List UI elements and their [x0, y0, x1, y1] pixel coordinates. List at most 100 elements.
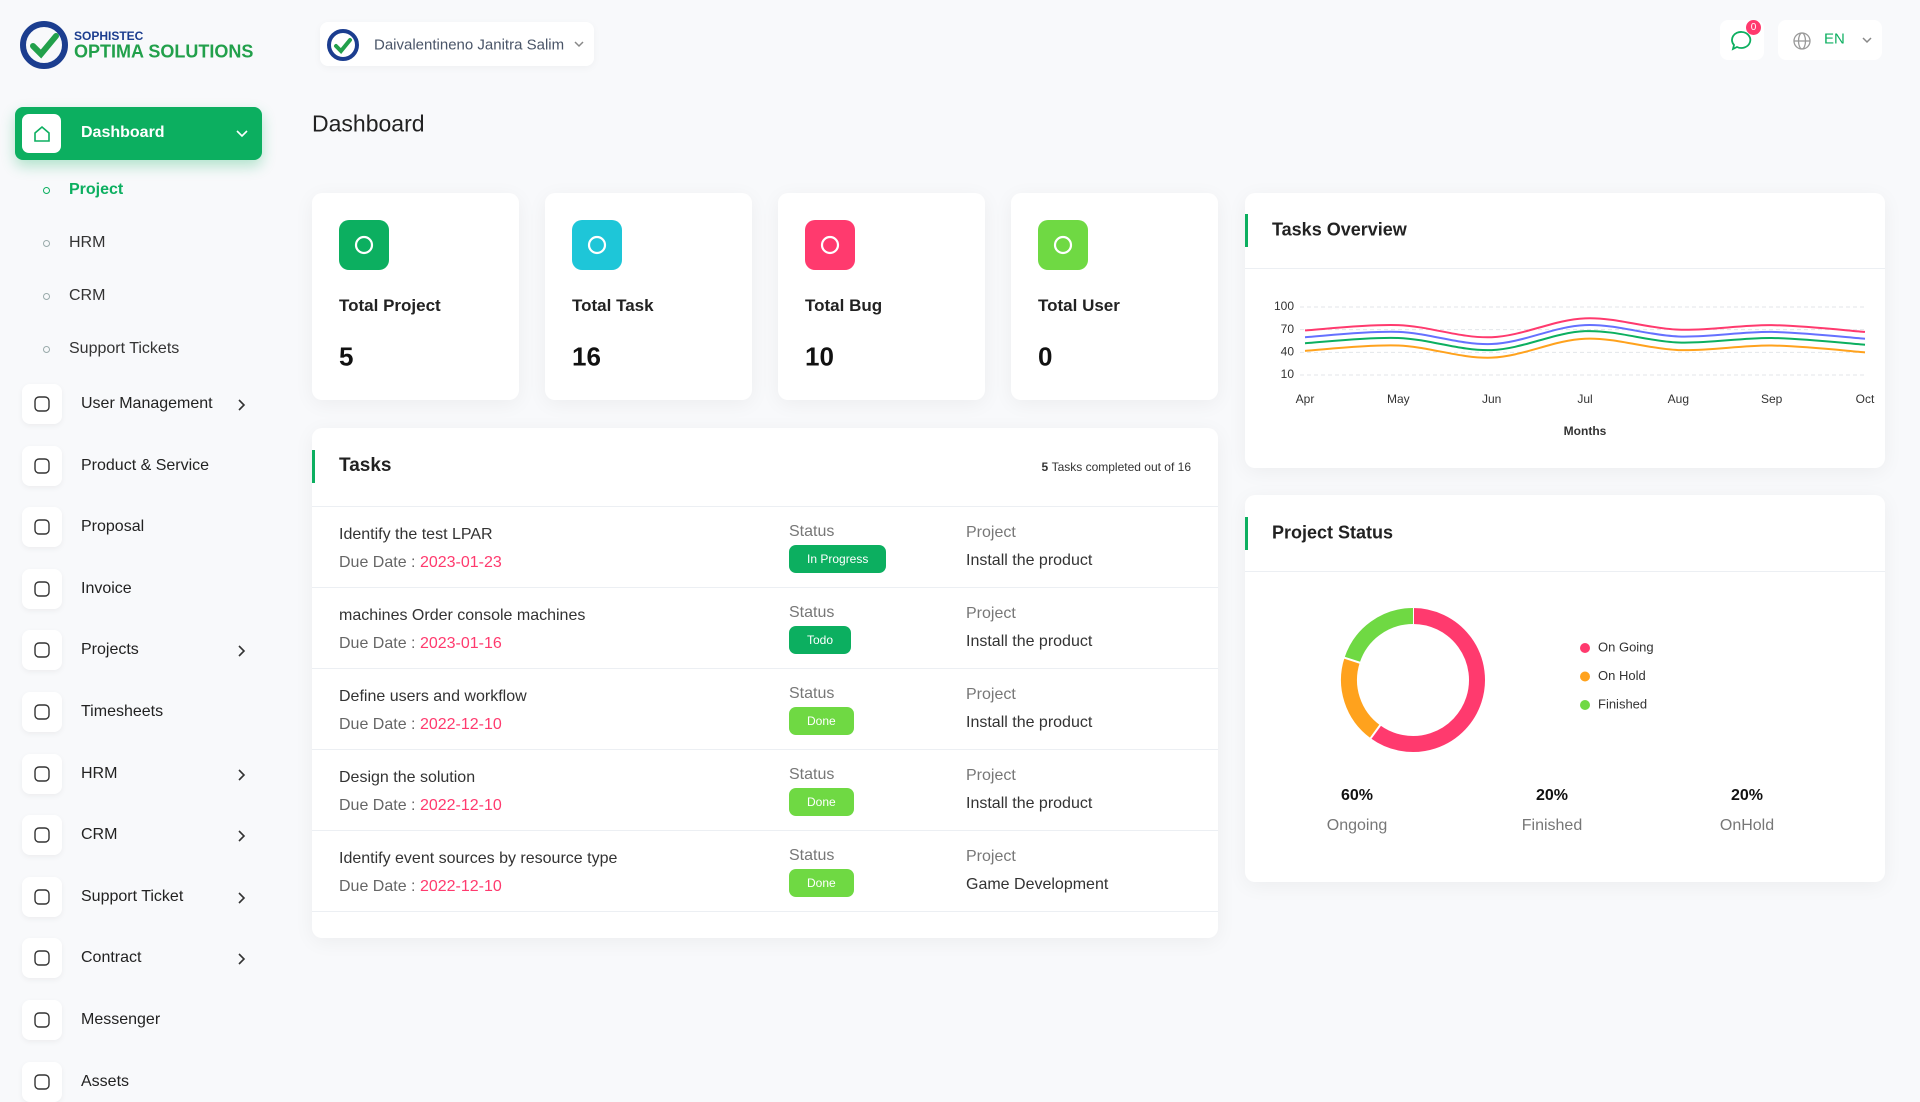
- chevron: [238, 953, 246, 965]
- brand-top: SOPHISTEC: [74, 29, 144, 43]
- sidebar-item[interactable]: Timesheets: [81, 703, 164, 720]
- project-name: Install the product: [966, 714, 1093, 731]
- stat-label: Total Project: [339, 296, 441, 315]
- chevron: [238, 892, 246, 904]
- due-label: Due Date :: [339, 716, 416, 733]
- icon-shape: [34, 581, 50, 597]
- task-name[interactable]: Identify event sources by resource type: [339, 850, 618, 867]
- icon-box: [22, 114, 61, 153]
- divider: [312, 749, 1218, 750]
- chevron: [236, 130, 248, 138]
- messages-button[interactable]: 0: [1720, 20, 1764, 60]
- sidebar-icon: [22, 1000, 62, 1040]
- sidebar-item[interactable]: Proposal: [81, 518, 145, 536]
- icon-shape: [34, 396, 50, 412]
- sidebar-item[interactable]: CRM: [81, 826, 118, 844]
- sidebar-icon: [22, 445, 62, 486]
- icon: [34, 581, 50, 597]
- y-tick-label: 10: [1281, 367, 1295, 381]
- status-label: Status: [789, 685, 835, 702]
- donut-gap: [1369, 723, 1382, 740]
- divider: [312, 830, 1218, 831]
- project-label: Project: [966, 605, 1016, 622]
- icon-shape: [34, 457, 50, 474]
- sidebar-icon: [22, 815, 62, 856]
- task-due: Due Date : 2022-12-10: [339, 797, 502, 815]
- completed-text: Tasks completed out of: [1051, 460, 1175, 474]
- task-name[interactable]: machines Order console machines: [339, 607, 586, 624]
- sidebar-item[interactable]: Support Ticket: [81, 887, 184, 905]
- icon: [34, 704, 50, 720]
- sidebar-item[interactable]: User Management: [81, 395, 213, 412]
- icon: [1053, 235, 1073, 255]
- task-due: Due Date : 2023-01-16: [339, 635, 502, 653]
- submenu-dot: [43, 240, 50, 247]
- project-label: Project: [966, 524, 1016, 541]
- summary-label: Finished: [1521, 817, 1583, 834]
- divider: [312, 587, 1218, 588]
- logo-mark: [20, 21, 68, 69]
- submenu-item[interactable]: HRM: [69, 234, 106, 251]
- sidebar-item[interactable]: Product & Service: [81, 456, 210, 474]
- accent-bar: [1245, 517, 1248, 550]
- submenu-item[interactable]: CRM: [69, 287, 106, 304]
- stat-card: Total Project 5: [312, 193, 519, 400]
- submenu-item[interactable]: Project: [69, 181, 124, 198]
- project-label: Project: [966, 686, 1016, 703]
- stat-icon: [805, 220, 855, 270]
- icon-shape: [34, 704, 50, 720]
- x-tick-label: Sep: [1761, 392, 1783, 406]
- icon: [34, 827, 50, 843]
- sidebar-item[interactable]: Messenger: [81, 1011, 161, 1028]
- divider: [1245, 571, 1885, 572]
- donut-segment: [1370, 608, 1485, 752]
- project-label: Project: [966, 848, 1016, 865]
- sidebar-active-label: Dashboard: [81, 124, 165, 141]
- language-dropdown[interactable]: EN: [1778, 20, 1882, 60]
- legend-dot: [1580, 643, 1590, 653]
- accent-bar: [1245, 214, 1248, 247]
- submenu-dot: [43, 187, 50, 194]
- legend-label: On Going: [1598, 639, 1654, 654]
- sidebar-item[interactable]: Invoice: [81, 579, 132, 597]
- accent-bar: [312, 450, 315, 483]
- chevron-path: [238, 830, 246, 842]
- icon-shape: [34, 827, 50, 843]
- stat-icon: [339, 220, 389, 270]
- stat-value: 0: [1038, 341, 1053, 372]
- sidebar-icon: [22, 1061, 62, 1102]
- user-dropdown[interactable]: Daivalentineno Janitra Salim: [320, 22, 594, 66]
- sidebar-icon: [22, 568, 62, 609]
- status-label: Status: [789, 604, 835, 621]
- donut-gap: [1343, 656, 1362, 664]
- sidebar-active[interactable]: Dashboard: [15, 107, 262, 160]
- sidebar-item[interactable]: HRM: [81, 764, 118, 782]
- sidebar-item[interactable]: Contract: [81, 949, 142, 967]
- tasks-overview-card: [1245, 193, 1885, 468]
- line-series: [1304, 330, 1866, 352]
- sidebar-item[interactable]: Assets: [81, 1072, 130, 1090]
- task-name[interactable]: Identify the test LPAR: [339, 526, 493, 543]
- chevron-path: [238, 645, 246, 657]
- stat-label: Total User: [1038, 296, 1120, 315]
- stat-icon: [572, 220, 622, 270]
- chevron: [238, 399, 246, 411]
- sidebar-item[interactable]: Projects: [81, 641, 139, 659]
- submenu-dot: [43, 293, 50, 300]
- icon: [34, 1073, 50, 1090]
- x-tick-label: Jun: [1482, 392, 1501, 406]
- chevron-path: [238, 769, 246, 781]
- project-name: Game Development: [966, 876, 1109, 893]
- chart-title: Tasks Overview: [1272, 219, 1407, 240]
- submenu-item[interactable]: Support Tickets: [69, 340, 180, 357]
- chevron: [238, 645, 246, 657]
- page-title: Dashboard: [312, 110, 425, 137]
- task-name[interactable]: Define users and workflow: [339, 688, 527, 705]
- icon-shape: [354, 235, 374, 255]
- icon: [587, 235, 607, 255]
- line-series: [1304, 324, 1866, 346]
- task-name[interactable]: Design the solution: [339, 769, 476, 786]
- icon: [820, 235, 840, 255]
- status-badge: Done: [789, 788, 854, 816]
